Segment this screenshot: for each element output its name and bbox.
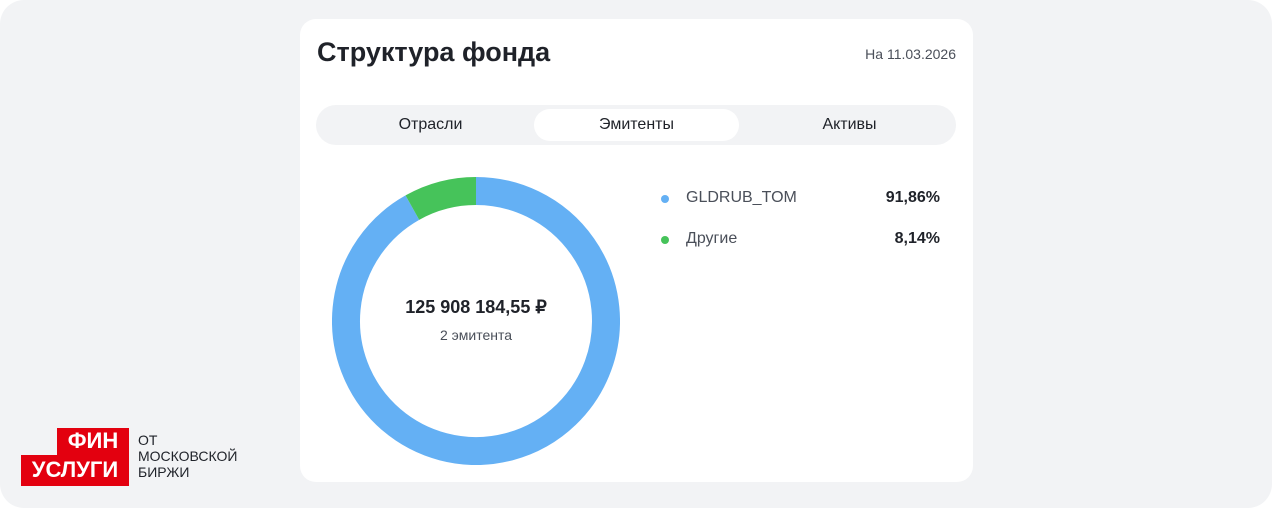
donut-slice-0 (332, 177, 620, 465)
legend-item: Другие 8,14% (660, 228, 940, 269)
tab-issuers[interactable]: Эмитенты (534, 109, 739, 141)
tab-industries[interactable]: Отрасли (398, 116, 463, 133)
logo-line2: УСЛУГИ (21, 455, 129, 486)
legend-item: GLDRUB_TOM 91,86% (660, 187, 940, 228)
tab-bar: Отрасли Эмитенты Активы (316, 105, 956, 145)
donut-slice-1 (405, 177, 477, 221)
legend-dot-icon (661, 195, 669, 203)
legend-value: 91,86% (885, 189, 940, 206)
card-title: Структура фонда (317, 37, 551, 67)
fund-structure-card: Структура фонда На 11.03.2026 Отрасли Эм… (300, 19, 973, 482)
legend-label: Другие (686, 230, 738, 247)
logo-sub1: ОТ (138, 432, 158, 448)
legend-dot-icon (661, 236, 669, 244)
logo-subtitle: ОТ МОСКОВСКОЙ БИРЖИ (138, 432, 237, 480)
legend-value: 8,14% (894, 230, 940, 247)
as-of-date: На 11.03.2026 (865, 46, 956, 62)
logo-line1: ФИН (57, 428, 129, 455)
logo-sub3: БИРЖИ (138, 464, 190, 480)
legend-label: GLDRUB_TOM (686, 189, 797, 206)
legend: GLDRUB_TOM 91,86% Другие 8,14% (660, 187, 940, 269)
donut-chart (332, 177, 620, 465)
total-value: 125 908 184,55 ₽ (405, 297, 547, 317)
issuer-count: 2 эмитента (439, 327, 513, 343)
tab-assets[interactable]: Активы (822, 116, 877, 133)
logo-sub2: МОСКОВСКОЙ (138, 448, 238, 464)
